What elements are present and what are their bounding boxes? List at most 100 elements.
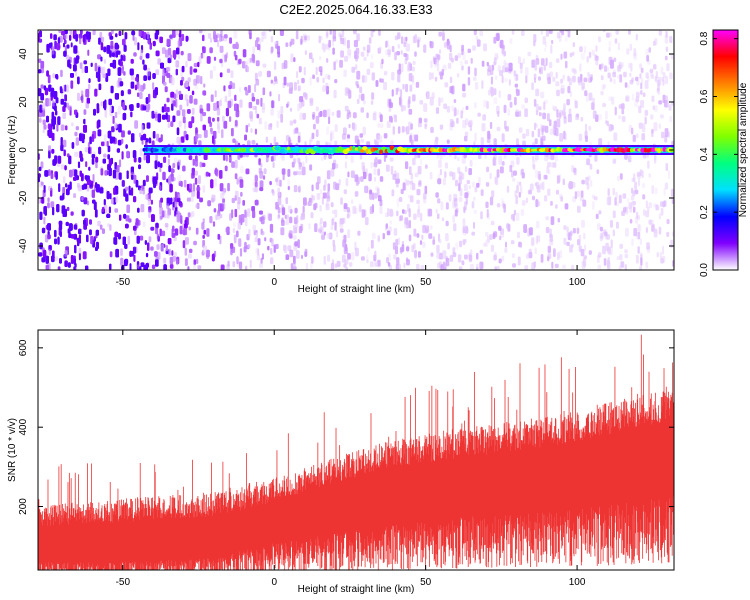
noise-speck — [513, 170, 517, 176]
noise-speck — [449, 171, 453, 177]
noise-speck — [524, 265, 529, 270]
noise-speck — [406, 259, 410, 266]
noise-speck — [334, 221, 337, 231]
noise-speck — [139, 132, 142, 138]
noise-speck — [379, 176, 384, 182]
noise-speck — [155, 227, 159, 235]
noise-speck — [531, 130, 535, 138]
noise-speck — [195, 133, 199, 139]
noise-speck — [326, 233, 331, 239]
noise-speck — [85, 88, 90, 98]
noise-speck — [220, 98, 223, 107]
noise-speck — [103, 101, 106, 109]
noise-speck — [453, 193, 458, 202]
noise-speck — [660, 207, 664, 216]
noise-speck — [43, 85, 46, 91]
noise-speck — [173, 93, 177, 100]
noise-speck — [222, 198, 225, 203]
noise-speck — [521, 104, 526, 109]
noise-speck — [440, 201, 444, 211]
noise-speck — [223, 85, 226, 92]
noise-speck — [446, 38, 450, 46]
noise-speck — [615, 191, 618, 199]
noise-speck — [410, 132, 413, 141]
noise-speck — [555, 204, 558, 209]
noise-speck — [665, 100, 669, 108]
noise-speck — [489, 196, 494, 206]
noise-speck — [302, 161, 305, 167]
noise-speck — [136, 235, 140, 244]
noise-speck — [371, 232, 376, 240]
noise-speck — [551, 261, 554, 269]
noise-speck — [306, 35, 310, 41]
noise-speck — [281, 168, 286, 175]
noise-speck — [262, 103, 266, 110]
noise-speck — [501, 161, 505, 166]
noise-speck — [445, 220, 449, 227]
noise-speck — [563, 116, 567, 124]
noise-speck — [456, 156, 460, 162]
noise-speck — [654, 76, 658, 82]
noise-speck — [640, 257, 643, 266]
noise-speck — [580, 248, 585, 257]
noise-speck — [481, 80, 484, 89]
noise-speck — [251, 96, 256, 102]
noise-speck — [410, 173, 413, 180]
noise-speck — [394, 114, 397, 123]
noise-speck — [347, 171, 350, 178]
noise-speck — [81, 67, 84, 74]
noise-speck — [182, 240, 186, 249]
noise-speck — [203, 129, 208, 138]
noise-speck — [302, 113, 306, 120]
noise-speck — [238, 261, 243, 270]
noise-speck — [202, 46, 206, 54]
noise-speck — [327, 183, 330, 192]
noise-speck — [218, 100, 222, 106]
noise-speck — [664, 100, 668, 108]
noise-speck — [651, 185, 655, 194]
noise-speck — [414, 172, 419, 178]
noise-speck — [512, 177, 516, 182]
noise-speck — [179, 104, 183, 111]
noise-speck — [606, 32, 610, 38]
noise-speck — [643, 209, 646, 216]
noise-speck — [56, 204, 60, 213]
noise-speck — [373, 168, 377, 175]
noise-speck — [347, 209, 351, 217]
noise-speck — [41, 227, 46, 234]
noise-speck — [96, 120, 99, 129]
noise-speck — [420, 264, 425, 270]
noise-speck — [172, 197, 175, 202]
noise-speck — [423, 118, 428, 123]
noise-speck — [525, 197, 529, 204]
noise-speck — [42, 119, 46, 125]
noise-speck — [648, 219, 652, 225]
noise-speck — [154, 111, 158, 121]
noise-speck — [229, 116, 232, 122]
noise-speck — [613, 132, 618, 141]
noise-speck — [147, 242, 150, 251]
noise-speck — [239, 248, 243, 257]
noise-speck — [191, 190, 196, 197]
noise-speck — [467, 48, 471, 53]
noise-speck — [346, 213, 350, 219]
noise-speck — [491, 190, 495, 198]
noise-speck — [660, 201, 663, 207]
noise-speck — [574, 100, 578, 109]
noise-speck — [465, 227, 469, 234]
noise-speck — [272, 162, 275, 168]
noise-speck — [313, 123, 316, 130]
noise-speck — [150, 246, 154, 251]
noise-speck — [194, 84, 199, 90]
noise-speck — [579, 46, 583, 53]
noise-speck — [203, 83, 206, 88]
noise-speck — [569, 231, 572, 241]
noise-speck — [414, 249, 417, 259]
noise-speck — [50, 201, 55, 208]
noise-speck — [430, 252, 434, 257]
noise-speck — [73, 45, 78, 54]
noise-speck — [499, 39, 504, 49]
noise-speck — [510, 214, 515, 220]
noise-speck — [216, 107, 221, 116]
noise-speck — [145, 252, 149, 258]
